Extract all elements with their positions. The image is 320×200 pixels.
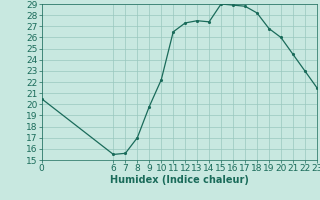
X-axis label: Humidex (Indice chaleur): Humidex (Indice chaleur) <box>110 175 249 185</box>
